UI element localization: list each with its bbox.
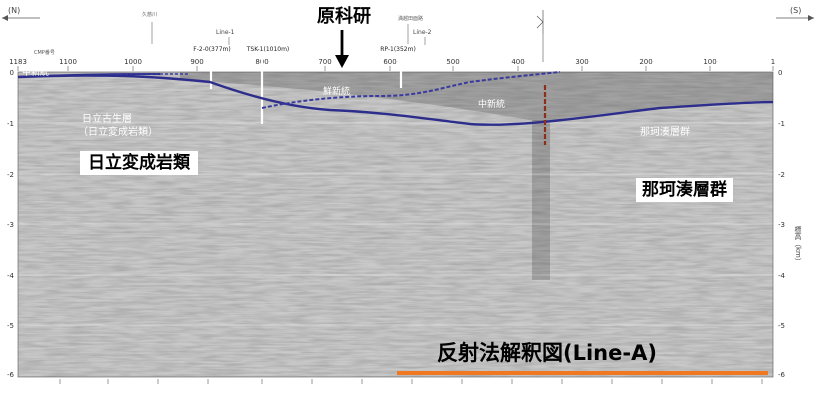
figure-title: 反射法解釈図(Line-A) [437, 341, 657, 365]
cmp-tick-labels: 1183110010009008007006005004003002001001 [9, 58, 775, 66]
depth-tick-label-left: 0 [10, 69, 14, 77]
cmp-tick-label: 1 [771, 58, 775, 66]
depth-tick-labels: 0 0 -1 -1 -2 -2 -3 -3 -4 -4 -5 -5 -6 -6 [7, 69, 786, 379]
north-label: (N) [8, 6, 20, 15]
cmp-tick-label: 300 [575, 58, 588, 66]
section-frame [17, 71, 774, 378]
cmp-tick-label: 1183 [9, 58, 27, 66]
depth-tick-label-left: -6 [7, 371, 15, 379]
depth-tick-label-left: -1 [7, 120, 14, 128]
bottom-tick-marks [59, 379, 763, 384]
depth-tick-label-right: 0 [778, 69, 782, 77]
depth-tick-label-right: -1 [778, 120, 785, 128]
miocene-top-left-line [17, 73, 161, 78]
cmp-tick-label: 900 [190, 58, 203, 66]
cmp-tick-label: 200 [639, 58, 652, 66]
well-tsk1-label: TSK-1(1010m) [246, 46, 290, 53]
jaea-arrow-head [335, 55, 349, 68]
depth-tick-label-right: -5 [778, 322, 785, 330]
well-rp1-label: RP-1(352m) [380, 46, 416, 53]
cmp-tick-label: 600 [383, 58, 396, 66]
cmp-tick-label: 1100 [59, 58, 77, 66]
line1-label: Line-1 [216, 29, 235, 36]
unit-hitachi-old-2: （日立変成岩類） [78, 125, 158, 138]
depth-tick-label-right: -3 [778, 221, 785, 229]
depth-tick-label-right: -6 [778, 371, 786, 379]
depth-tick-label-left: -3 [7, 221, 14, 229]
cmp-caption: CMP番号 [34, 49, 55, 56]
basement-boundary-line [17, 74, 774, 126]
depth-caption: 標高（km） [794, 225, 802, 265]
nakaminato-box-label: 那珂湊層群 [636, 178, 733, 202]
depth-tick-label-right: -2 [778, 171, 785, 179]
depth-tick-label-left: -2 [7, 171, 14, 179]
cmp-tick-label: 100 [703, 58, 716, 66]
fault-symbol-icon [536, 10, 544, 34]
depth-tick-label-left: -5 [7, 322, 14, 330]
pliocene-base-dashed-line [261, 71, 561, 109]
hitachi-box-label: 日立変成岩類 [80, 151, 198, 175]
well-f20-label: F-2-0(377m) [193, 46, 230, 53]
unit-senshinto: 鮮新統 [323, 85, 350, 97]
cmp-tick-label: 500 [446, 58, 459, 66]
cmp-tick-label: 1000 [124, 58, 142, 66]
cmp-tick-label: 400 [511, 58, 524, 66]
seismic-image [18, 72, 773, 377]
north-arrow-head [2, 15, 8, 21]
line2-label: Line-2 [413, 29, 432, 36]
south-arrow-head [808, 15, 814, 21]
well-tsk1: TSK-1(1010m) [246, 46, 290, 124]
unit-hitachi-old-1: 日立古生層 [82, 112, 132, 125]
depth-tick-label-left: -4 [7, 272, 15, 280]
well-rp1: RP-1(352m) [380, 46, 416, 88]
cmp-tick-label: 700 [318, 58, 331, 66]
other-label: 満越田面路 [398, 15, 423, 22]
depth-tick-label-right: -4 [778, 272, 786, 280]
unit-chushinto-left: 中新統 [22, 66, 49, 78]
south-label: (S) [790, 6, 801, 15]
unit-nakaminato-small: 那珂湊層群 [640, 125, 690, 138]
river-label: 久慈川 [142, 11, 157, 18]
cmp-tick-marks [17, 66, 774, 71]
unit-chushinto-mid: 中新統 [478, 98, 505, 110]
jaea-label: 原科研 [317, 5, 371, 27]
